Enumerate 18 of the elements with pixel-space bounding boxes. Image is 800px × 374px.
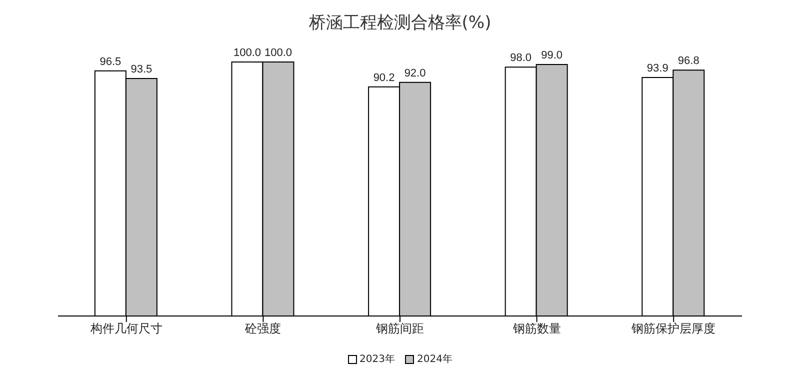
data-label: 93.5 [130, 64, 152, 76]
x-tick-label: 钢筋保护层厚度 [630, 322, 716, 336]
legend-label: 2023年 [360, 353, 395, 366]
data-label: 99.0 [541, 50, 563, 62]
data-label: 92.0 [404, 67, 426, 80]
data-label: 98.0 [510, 52, 532, 64]
x-tick-label: 砼强度 [244, 322, 282, 336]
data-label: 90.2 [373, 72, 395, 84]
data-label: 100.0 [233, 47, 261, 59]
x-tick-label: 钢筋间距 [375, 322, 424, 336]
x-tick-label: 构件几何尺寸 [89, 322, 162, 336]
data-label: 96.8 [678, 55, 700, 68]
chart-title: 桥涵工程检测合格率(%) [308, 12, 492, 35]
data-label: 93.9 [646, 62, 668, 74]
data-label: 100.0 [264, 47, 292, 59]
x-tick-label: 钢筋数量 [512, 322, 561, 336]
data-label: 96.5 [100, 56, 122, 68]
legend-label: 2024年 [417, 353, 452, 366]
